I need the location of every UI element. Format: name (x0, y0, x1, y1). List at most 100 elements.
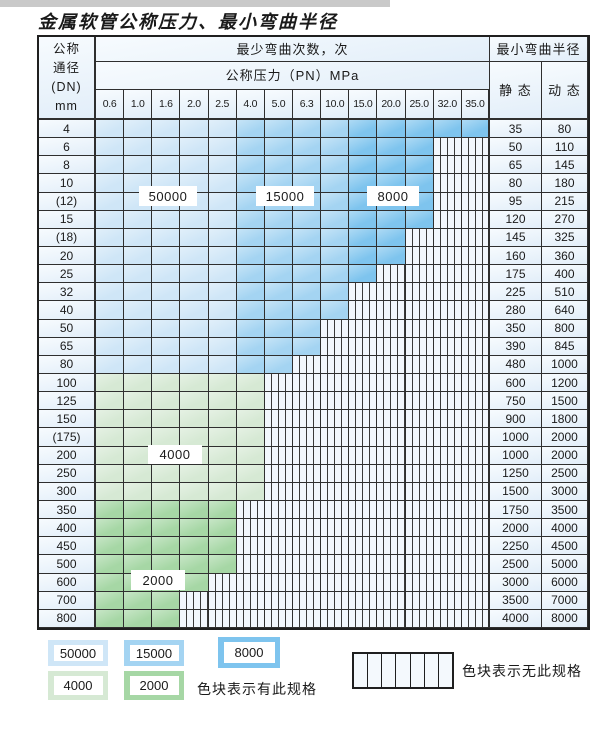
no-spec-cell (321, 355, 350, 374)
spec-cell (208, 500, 237, 520)
spec-cell (208, 319, 237, 338)
spec-cell (124, 428, 153, 447)
no-spec-cell (377, 482, 406, 501)
spec-cell (236, 156, 265, 175)
spec-cell (321, 301, 350, 320)
spec-cell (152, 500, 181, 520)
dynamic-radius-cell: 2500 (541, 464, 588, 483)
dn-cell: 65 (39, 337, 96, 356)
dn-cell: 150 (39, 410, 96, 429)
no-spec-cell (377, 373, 406, 393)
no-spec-cell (264, 464, 293, 483)
spec-cell (292, 210, 322, 229)
spec-cell (124, 319, 153, 338)
spec-cell (124, 210, 153, 229)
pressure-value-header: 1.6 (152, 90, 181, 120)
no-spec-cell (377, 573, 406, 592)
no-spec-cell (377, 428, 406, 447)
spec-cell (236, 355, 265, 374)
dn-cell: 500 (39, 555, 96, 574)
no-spec-cell (349, 446, 378, 465)
no-spec-cell (236, 609, 265, 628)
no-spec-cell (433, 519, 462, 538)
spec-cell (208, 555, 237, 574)
no-spec-cell (208, 573, 237, 592)
spec-cell (152, 138, 181, 157)
no-spec-cell (321, 319, 350, 338)
spec-cell (96, 555, 125, 574)
spec-cell (208, 519, 237, 538)
spec-cell (96, 265, 125, 284)
no-spec-cell (292, 446, 322, 465)
spec-cell (180, 120, 209, 139)
pressure-value-header: 0.6 (96, 90, 125, 120)
spec-cell (236, 301, 265, 320)
dynamic-radius-cell: 1200 (541, 373, 588, 393)
spec-cell (124, 537, 153, 556)
no-spec-cell (433, 428, 462, 447)
no-spec-cell (292, 573, 322, 592)
no-spec-cell (236, 537, 265, 556)
no-spec-cell (405, 337, 434, 356)
spec-cell (208, 265, 237, 284)
no-spec-cell (433, 355, 462, 374)
spec-cell (208, 120, 237, 139)
spec-cell (152, 156, 181, 175)
no-spec-cell (349, 373, 378, 393)
spec-cell (152, 301, 181, 320)
no-spec-cell (264, 519, 293, 538)
spec-cell (96, 283, 125, 302)
no-spec-cell (292, 355, 322, 374)
spec-cell (96, 410, 125, 429)
spec-cell (96, 228, 125, 247)
static-radius-cell: 175 (489, 265, 542, 284)
spec-cell (236, 120, 265, 139)
no-spec-cell (208, 609, 237, 628)
no-spec-cell (405, 301, 434, 320)
static-radius-cell: 750 (489, 392, 542, 411)
dn-cell: 300 (39, 482, 96, 501)
no-spec-cell (264, 410, 293, 429)
region-label-50000: 50000 (139, 186, 197, 206)
spec-cell (321, 210, 350, 229)
no-spec-cell (349, 573, 378, 592)
spec-cell (96, 138, 125, 157)
no-spec-cell (292, 428, 322, 447)
no-spec-cell (236, 573, 265, 592)
spec-cell (124, 373, 153, 393)
dynamic-radius-cell: 8000 (541, 609, 588, 628)
no-spec-cell (377, 392, 406, 411)
pressure-value-header: 35.0 (461, 90, 490, 120)
static-radius-cell: 3500 (489, 591, 542, 610)
dn-cell: 50 (39, 319, 96, 338)
spec-cell (377, 138, 406, 157)
dn-cell: 40 (39, 301, 96, 320)
no-spec-cell (264, 573, 293, 592)
no-spec-cell (264, 537, 293, 556)
spec-cell (236, 392, 265, 411)
spec-cell (96, 464, 125, 483)
spec-cell (264, 246, 293, 266)
spec-cell (180, 301, 209, 320)
no-spec-cell (461, 265, 490, 284)
no-spec-cell (264, 428, 293, 447)
no-spec-cell (461, 228, 490, 247)
no-spec-cell (292, 609, 322, 628)
no-spec-cell (377, 555, 406, 574)
pressure-value-header: 20.0 (377, 90, 406, 120)
no-spec-cell (292, 410, 322, 429)
spec-cell (377, 120, 406, 139)
spec-cell (292, 319, 322, 338)
dn-cell: 100 (39, 373, 96, 393)
dynamic-radius-cell: 1000 (541, 355, 588, 374)
no-spec-cell (349, 537, 378, 556)
dynamic-radius-cell: 400 (541, 265, 588, 284)
no-spec-cell (321, 555, 350, 574)
spec-cell (96, 500, 125, 520)
dn-cell: 15 (39, 210, 96, 229)
dynamic-radius-cell: 4500 (541, 537, 588, 556)
spec-cell (180, 373, 209, 393)
no-spec-cell (461, 210, 490, 229)
no-spec-cell (433, 591, 462, 610)
